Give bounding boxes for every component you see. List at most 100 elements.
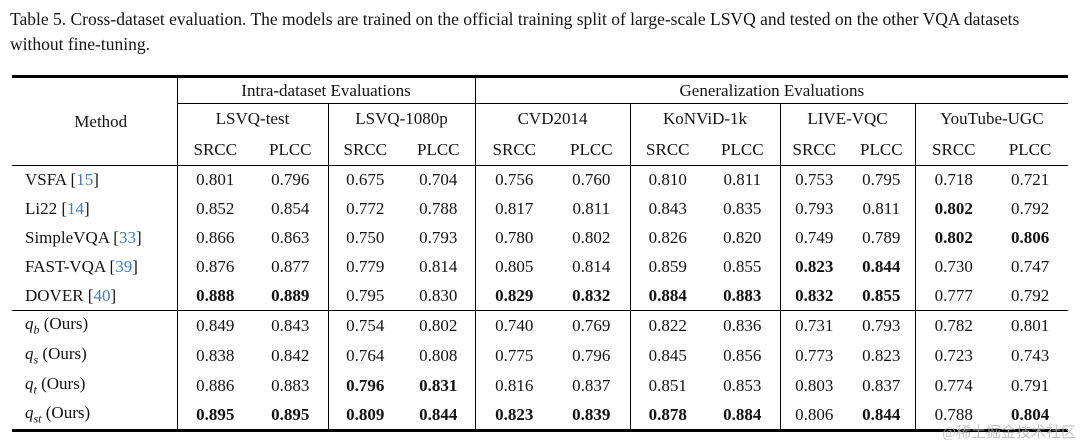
table-caption: Table 5. Cross-dataset evaluation. The m… (10, 9, 1020, 54)
value-cell: 0.826 (629, 223, 706, 253)
value-cell: 0.805 (474, 252, 554, 282)
value-cell: 0.822 (629, 310, 706, 341)
value-cell: 0.675 (327, 165, 402, 195)
metric-header: SRCC (779, 134, 849, 166)
metric-header: SRCC (914, 134, 993, 166)
value-cell: 0.884 (723, 404, 762, 424)
value-cell: 0.731 (779, 310, 849, 341)
value-cell: 0.764 (327, 340, 402, 371)
value-cell: 0.754 (327, 310, 402, 341)
value-cell: 0.839 (572, 404, 611, 424)
value-cell: 0.760 (572, 170, 611, 190)
value-cell: 0.855 (723, 257, 762, 276)
table-row: VSFA [15] 0.801 0.796 0.675 0.704 0.756 0.760 0… (12, 165, 1068, 195)
method-column-header: Method (12, 76, 178, 166)
value-cell: 0.806 (779, 400, 849, 431)
citation-number: 14 (67, 199, 85, 218)
value-cell: 0.780 (474, 223, 554, 253)
value-cell: 0.782 (914, 310, 993, 341)
value-cell: 0.811 (723, 170, 762, 190)
metric-header-row: SRCC PLCC SRCC PLCC SRCC PLCC SRCC PLCC SRCC PLCC… (12, 134, 1069, 166)
metric-header: PLCC (553, 134, 631, 166)
method-cell: qst (Ours) (25, 403, 91, 426)
value-cell: 0.789 (862, 228, 901, 247)
value-cell: 0.843 (629, 194, 706, 224)
method-cell: qs (Ours) (25, 343, 87, 367)
value-cell: 0.816 (474, 370, 554, 401)
value-cell: 0.837 (572, 375, 611, 395)
value-cell: 0.721 (1010, 170, 1050, 190)
dataset-header-live-vqc: LIVE-VQC (779, 103, 916, 135)
value-cell: 0.796 (327, 370, 402, 401)
value-cell: 0.895 (271, 404, 310, 424)
value-cell: 0.831 (419, 375, 458, 395)
value-cell: 0.888 (176, 281, 253, 311)
value-cell: 0.743 (1010, 345, 1050, 365)
value-cell: 0.883 (723, 285, 762, 305)
results-table: Method Intra-dataset Evaluations General… (12, 75, 1069, 432)
group-header-intra: Intra-dataset Evaluations (176, 76, 476, 104)
method-cell: DOVER [40] (25, 285, 117, 305)
citation-number: 33 (118, 228, 136, 247)
value-cell: 0.852 (176, 194, 253, 224)
value-cell: 0.832 (572, 285, 611, 305)
value-cell: 0.769 (553, 310, 631, 341)
value-cell: 0.796 (572, 345, 611, 365)
value-cell: 0.777 (914, 281, 993, 311)
value-cell: 0.832 (779, 281, 849, 311)
citation-number: 40 (93, 285, 111, 305)
value-cell: 0.814 (572, 257, 611, 276)
table-row: FAST-VQA [39] 0.876 0.877 0.779 0.814 0.805 0.… (12, 252, 1068, 282)
value-cell: 0.723 (914, 340, 993, 371)
method-cell: qt (Ours) (25, 373, 86, 397)
method-cell: Li22 [14] (25, 199, 90, 218)
value-cell: 0.772 (327, 194, 402, 224)
value-cell: 0.774 (914, 370, 993, 401)
value-cell: 0.802 (572, 228, 611, 247)
value-cell: 0.795 (862, 170, 901, 190)
table-header: Method Intra-dataset Evaluations General… (12, 76, 1069, 166)
value-cell: 0.795 (327, 281, 402, 311)
table-row: DOVER [40] 0.888 0.889 0.795 0.830 0.829 0.832… (12, 281, 1068, 311)
value-cell: 0.889 (271, 285, 310, 305)
metric-header: PLCC (848, 134, 916, 166)
value-cell: 0.830 (419, 285, 458, 305)
metric-header: SRCC (474, 134, 554, 166)
value-cell: 0.803 (779, 370, 849, 401)
value-cell: 0.835 (723, 199, 762, 218)
value-cell: 0.793 (848, 310, 916, 341)
method-cell: VSFA [15] (25, 170, 99, 190)
value-cell: 0.823 (862, 345, 901, 365)
value-cell: 0.802 (914, 194, 993, 224)
value-cell: 0.753 (779, 165, 849, 195)
dataset-header-lsvq-1080p: LSVQ-1080p (327, 103, 476, 135)
value-cell: 0.801 (176, 165, 253, 195)
value-cell: 0.829 (474, 281, 554, 311)
value-cell: 0.823 (474, 400, 554, 431)
value-cell: 0.856 (723, 345, 762, 365)
value-cell: 0.842 (271, 345, 310, 365)
value-cell: 0.844 (862, 257, 901, 276)
value-cell: 0.804 (1010, 404, 1050, 424)
value-cell: 0.793 (419, 228, 458, 247)
table-row: qst (Ours) 0.895 0.895 0.809 0.844 0.823 0.839… (12, 400, 1068, 431)
table-row: SimpleVQA [33] 0.866 0.863 0.750 0.793 0.780 0… (12, 223, 1068, 253)
dataset-header-lsvq-test: LSVQ-test (176, 103, 328, 135)
watermark: @稀土掘金技术社区 (942, 425, 1076, 441)
method-cell: FAST-VQA [39] (25, 257, 138, 276)
metric-header: SRCC (327, 134, 402, 166)
value-cell: 0.811 (862, 199, 901, 218)
dataset-header-row: LSVQ-test LSVQ-1080p CVD2014 KoNViD-1k L… (12, 103, 1069, 135)
value-cell: 0.855 (862, 285, 901, 305)
value-cell: 0.792 (1010, 199, 1050, 218)
value-cell: 0.718 (914, 165, 993, 195)
dataset-header-cvd2014: CVD2014 (474, 103, 631, 135)
value-cell: 0.740 (474, 310, 554, 341)
table-section-baselines: VSFA [15] 0.801 0.796 0.675 0.704 0.756 0.760 0… (12, 165, 1068, 311)
value-cell: 0.792 (1010, 285, 1050, 305)
value-cell: 0.810 (629, 165, 706, 195)
value-cell: 0.837 (862, 375, 901, 395)
group-header-row: Method Intra-dataset Evaluations General… (12, 76, 1069, 166)
value-cell: 0.845 (629, 340, 706, 371)
value-cell: 0.851 (629, 370, 706, 401)
